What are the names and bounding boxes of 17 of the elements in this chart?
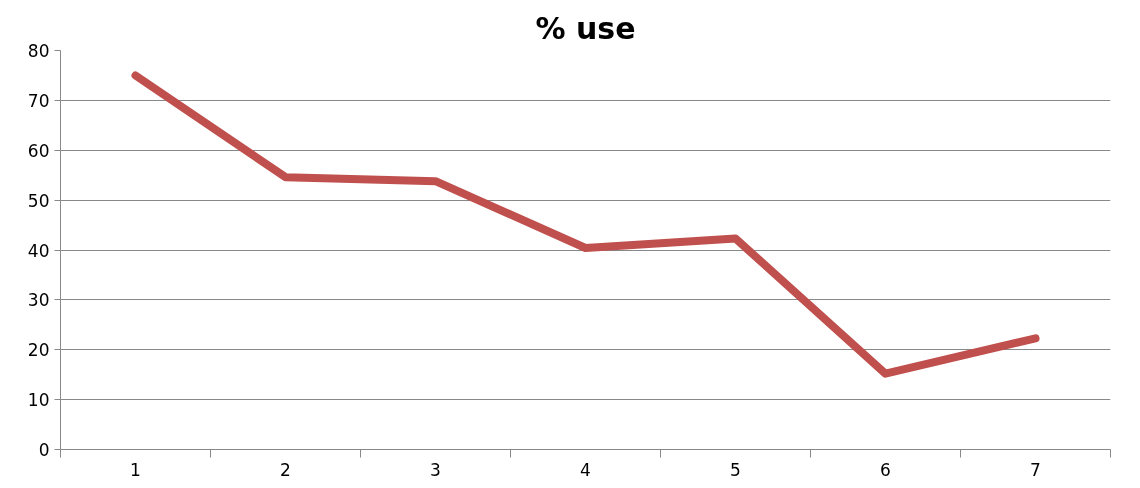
x-tick-label: 4 <box>580 459 591 480</box>
x-tick-label: 2 <box>280 459 291 480</box>
x-tick-label: 1 <box>130 459 141 480</box>
x-tick-label: 7 <box>1030 459 1041 480</box>
y-tick-label: 10 <box>27 390 50 411</box>
y-tick-label: 0 <box>38 440 50 460</box>
y-tick-label: 50 <box>27 190 50 211</box>
y-tick-label: 30 <box>27 290 50 311</box>
y-tick-label: 60 <box>27 140 50 161</box>
x-tick-label: 6 <box>880 459 891 480</box>
y-tick-label: 70 <box>27 90 50 111</box>
y-tick-label: 40 <box>27 240 50 261</box>
y-tick-label: 80 <box>27 41 50 61</box>
y-tick-label: 20 <box>27 340 50 361</box>
x-tick-label: 3 <box>430 459 441 480</box>
chart-title: % use <box>535 10 636 46</box>
x-tick-label: 5 <box>730 459 741 480</box>
